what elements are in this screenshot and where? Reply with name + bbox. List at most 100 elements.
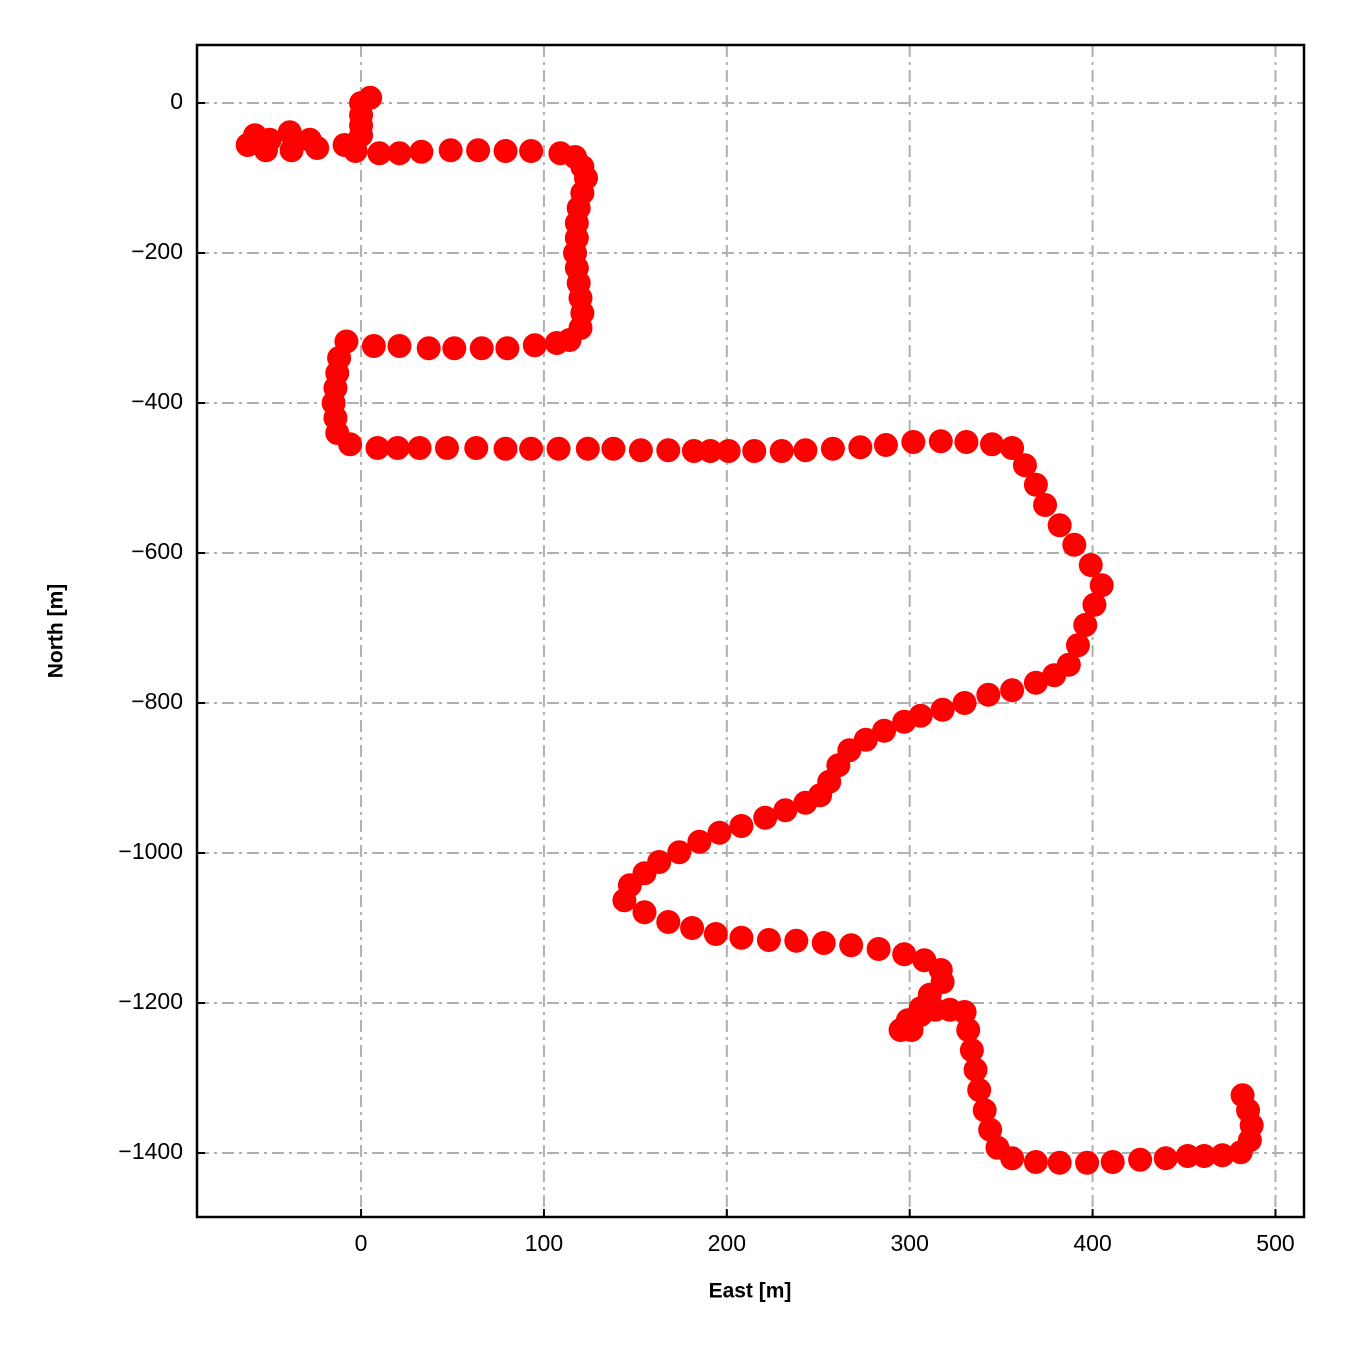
point bbox=[361, 333, 386, 358]
point bbox=[979, 432, 1004, 457]
point bbox=[387, 333, 412, 358]
point bbox=[839, 933, 864, 958]
point bbox=[848, 435, 873, 460]
point bbox=[959, 1038, 984, 1063]
point bbox=[1073, 612, 1098, 637]
point bbox=[680, 916, 705, 941]
y-tick-label: −400 bbox=[131, 388, 183, 414]
point bbox=[253, 138, 278, 163]
point bbox=[442, 336, 467, 361]
point bbox=[1000, 1146, 1025, 1171]
point bbox=[952, 691, 977, 716]
point bbox=[407, 435, 432, 460]
point bbox=[385, 435, 410, 460]
y-tick-label: −800 bbox=[131, 688, 183, 714]
y-tick-label: −600 bbox=[131, 538, 183, 564]
point bbox=[1082, 592, 1107, 617]
point bbox=[976, 682, 1001, 707]
x-tick-label: 400 bbox=[1073, 1230, 1111, 1256]
point bbox=[367, 141, 392, 166]
point bbox=[632, 900, 657, 925]
x-tick-label: 200 bbox=[708, 1230, 746, 1256]
point bbox=[954, 429, 979, 454]
point bbox=[546, 436, 571, 461]
point bbox=[729, 925, 754, 950]
point bbox=[365, 435, 390, 460]
point bbox=[956, 1018, 981, 1043]
point bbox=[1078, 552, 1103, 577]
point bbox=[575, 436, 600, 461]
point bbox=[978, 1117, 1003, 1142]
point bbox=[681, 438, 706, 463]
point bbox=[742, 438, 767, 463]
y-tick-label: −200 bbox=[131, 238, 183, 264]
y-axis-label: North [m] bbox=[45, 584, 68, 678]
point bbox=[1023, 1150, 1048, 1175]
x-tick-label: 300 bbox=[891, 1230, 929, 1256]
point bbox=[972, 1098, 997, 1123]
point bbox=[1128, 1147, 1153, 1172]
point bbox=[753, 805, 778, 830]
point bbox=[1033, 492, 1058, 517]
point bbox=[522, 333, 547, 358]
point bbox=[729, 814, 754, 839]
point bbox=[1062, 532, 1087, 557]
point bbox=[687, 829, 712, 854]
point bbox=[435, 435, 460, 460]
point bbox=[901, 429, 926, 454]
point bbox=[1230, 1083, 1255, 1108]
point bbox=[928, 429, 953, 454]
point bbox=[1153, 1146, 1178, 1171]
x-tick-label: 500 bbox=[1256, 1230, 1294, 1256]
point bbox=[297, 127, 322, 152]
point bbox=[793, 438, 818, 463]
x-axis-label: East [m] bbox=[709, 1280, 792, 1303]
point bbox=[343, 138, 368, 163]
point bbox=[656, 910, 681, 935]
x-tick-label: 0 bbox=[355, 1230, 368, 1256]
point bbox=[967, 1078, 992, 1103]
point bbox=[784, 928, 809, 953]
point bbox=[495, 336, 520, 361]
point bbox=[493, 436, 518, 461]
point bbox=[409, 139, 434, 164]
point bbox=[793, 790, 818, 815]
point bbox=[698, 438, 723, 463]
point bbox=[464, 435, 489, 460]
point bbox=[469, 336, 494, 361]
point bbox=[820, 436, 845, 461]
point bbox=[892, 709, 917, 734]
point bbox=[656, 438, 681, 463]
point bbox=[277, 120, 302, 145]
point bbox=[1175, 1144, 1200, 1169]
point bbox=[338, 432, 363, 457]
point bbox=[416, 336, 441, 361]
plot-frame bbox=[195, 43, 1306, 1219]
x-tick-label: 100 bbox=[525, 1230, 563, 1256]
point bbox=[544, 330, 569, 355]
point bbox=[1012, 453, 1037, 478]
point bbox=[769, 438, 794, 463]
point bbox=[703, 922, 728, 947]
point bbox=[716, 438, 741, 463]
point bbox=[952, 1000, 977, 1025]
point bbox=[1100, 1150, 1125, 1175]
point bbox=[466, 138, 491, 163]
point bbox=[811, 931, 836, 956]
point bbox=[1023, 472, 1048, 497]
point bbox=[438, 138, 463, 163]
point bbox=[1042, 663, 1067, 688]
point bbox=[873, 432, 898, 457]
point bbox=[612, 888, 637, 913]
point bbox=[601, 436, 626, 461]
point bbox=[773, 798, 798, 823]
point bbox=[1000, 435, 1025, 460]
point bbox=[930, 697, 955, 722]
point bbox=[1075, 1150, 1100, 1175]
point bbox=[1023, 670, 1048, 695]
point bbox=[387, 141, 412, 166]
point bbox=[628, 438, 653, 463]
point bbox=[1047, 513, 1072, 538]
point bbox=[1000, 678, 1025, 703]
